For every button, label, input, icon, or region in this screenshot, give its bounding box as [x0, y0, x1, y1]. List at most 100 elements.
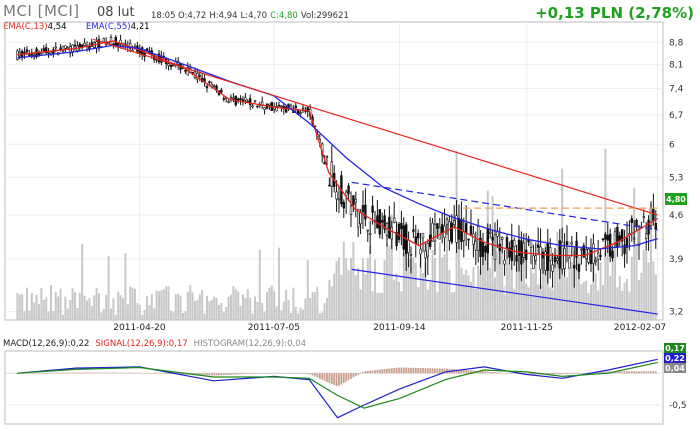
volume-bar — [203, 313, 206, 320]
macd-histogram-bar — [273, 372, 276, 374]
candle-body — [102, 38, 105, 43]
macd-histogram-bar — [460, 369, 463, 374]
candle-body — [78, 43, 81, 48]
volume-bar — [210, 300, 213, 320]
macd-histogram-bar — [378, 369, 381, 374]
volume-bar — [136, 303, 139, 320]
volume-bar — [513, 289, 516, 320]
volume-bar — [124, 253, 127, 320]
volume-bar — [297, 313, 300, 320]
candle-body — [652, 208, 655, 222]
macd-histogram-bar — [513, 373, 516, 374]
volume-bar — [100, 312, 103, 320]
candle-body — [294, 105, 297, 109]
candle-body — [215, 85, 218, 90]
macd-histogram-bar — [134, 372, 136, 374]
y-tick-label: 3,2 — [669, 308, 683, 318]
candle-body — [390, 227, 393, 240]
macd-histogram-bar — [282, 373, 285, 374]
macd-histogram-bar — [314, 373, 316, 377]
macd-histogram-bar — [57, 372, 60, 374]
volume-bar — [114, 314, 117, 320]
trend-line-resistance — [93, 38, 658, 216]
candle-body — [30, 53, 33, 56]
candle-body — [445, 218, 449, 225]
volume-bar — [529, 267, 532, 320]
macd-histogram-bar — [438, 368, 441, 374]
volume-bar — [594, 273, 597, 320]
macd-histogram-bar — [254, 373, 256, 374]
candle-body — [637, 229, 641, 246]
volume-bar — [93, 295, 96, 320]
volume-bar — [40, 287, 43, 320]
volume-bar — [645, 251, 648, 320]
volume-bar — [109, 308, 112, 320]
macd-histogram-bar — [652, 371, 655, 374]
candle-body — [366, 229, 369, 232]
x-tick-label: 2011-11-25 — [501, 323, 553, 333]
volume-bar — [601, 284, 604, 320]
macd-histogram-bar — [623, 371, 626, 374]
candle-body — [361, 205, 365, 213]
candle-body — [438, 227, 441, 240]
macd-histogram-bar — [599, 371, 602, 374]
volume-bar — [189, 285, 192, 320]
volume-bar — [141, 314, 144, 320]
macd-histogram-bar — [602, 371, 604, 374]
volume-bar — [143, 309, 146, 320]
macd-histogram-bar — [366, 370, 369, 374]
macd-histogram-bar — [556, 373, 559, 375]
volume-bar — [433, 257, 436, 320]
macd-histogram-bar — [52, 372, 55, 374]
volume-bar — [498, 245, 501, 320]
macd-histogram-bar — [275, 372, 278, 374]
volume-bar — [273, 291, 276, 320]
candle-body — [395, 232, 398, 247]
volume-bar — [275, 306, 278, 320]
macd-histogram-bar — [558, 373, 561, 375]
macd-histogram-bar — [66, 372, 69, 374]
macd-value-tag-label: 0,17 — [665, 344, 685, 353]
ema13-legend: EMA(C,13)4,54 — [3, 22, 67, 32]
volume-bar — [522, 259, 525, 320]
macd-histogram-bar — [167, 373, 170, 374]
volume-bar — [309, 297, 312, 320]
x-tick-label: 2011-07-05 — [248, 323, 300, 333]
volume-bar — [424, 262, 427, 320]
macd-histogram-bar — [246, 373, 249, 374]
macd-histogram-bar — [117, 372, 120, 374]
volume-bar — [301, 309, 304, 320]
volume-bar — [556, 231, 559, 320]
macd-histogram-bar — [414, 367, 417, 374]
candle-body — [359, 212, 362, 225]
volume-bar — [76, 307, 79, 320]
macd-histogram-bar — [362, 371, 364, 374]
volume-bar — [294, 306, 297, 320]
macd-histogram-bar — [508, 373, 511, 374]
candle-body — [551, 264, 554, 272]
volume-bar — [145, 296, 148, 320]
macd-histogram-bar — [165, 373, 168, 374]
macd-histogram-bar — [604, 371, 607, 374]
volume-bar — [589, 284, 592, 320]
ticker-label: MCI [MCI] — [3, 2, 80, 20]
volume-bar — [133, 288, 136, 320]
volume-bar — [126, 304, 129, 320]
macd-histogram-bar — [635, 371, 638, 374]
candle-body — [47, 52, 50, 54]
candle-body — [210, 84, 213, 87]
macd-histogram-bar — [206, 373, 208, 376]
macd-histogram-bar — [280, 373, 283, 374]
volume-bar — [429, 282, 432, 320]
volume-bar — [477, 265, 480, 320]
macd-histogram-bar — [587, 372, 590, 374]
candle-body — [580, 248, 583, 251]
volume-bar — [73, 292, 76, 320]
volume-bar — [292, 287, 295, 320]
macd-histogram-bar — [645, 371, 648, 374]
volume-bar — [287, 299, 290, 320]
candle-body — [352, 195, 355, 206]
candle-body — [280, 105, 283, 108]
volume-bar — [654, 274, 657, 320]
volume-bar — [503, 294, 506, 320]
